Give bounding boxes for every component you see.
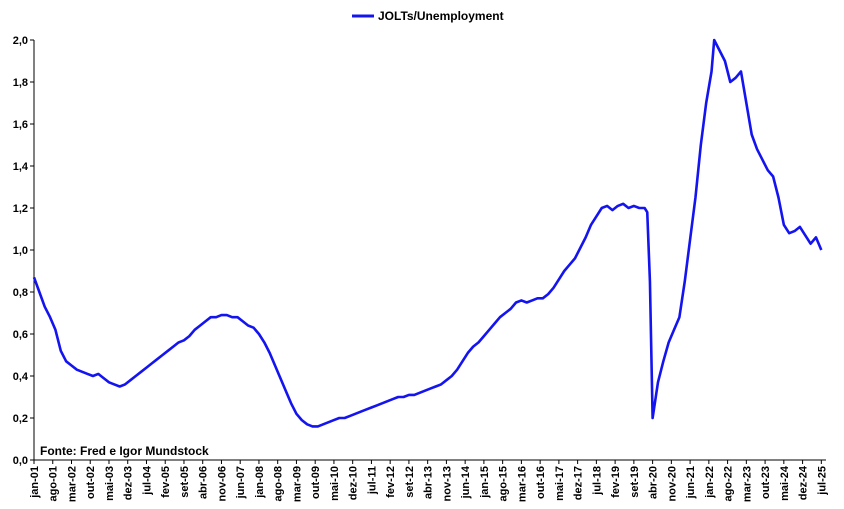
x-tick-label: mai-03: [104, 466, 116, 501]
x-tick-label: set-19: [629, 466, 641, 498]
y-tick-label: 1,2: [13, 203, 28, 215]
x-tick-label: fev-12: [385, 466, 397, 498]
x-tick-label: abr-13: [423, 466, 435, 499]
x-tick-label: mai-17: [554, 466, 566, 501]
y-tick-label: 1,0: [13, 245, 28, 257]
x-tick-label: jul-18: [591, 466, 603, 496]
x-tick-label: nov-13: [441, 466, 453, 501]
x-tick-label: abr-06: [198, 466, 210, 499]
x-tick-label: dez-03: [123, 466, 135, 500]
x-tick-label: ago-08: [273, 466, 285, 501]
y-tick-label: 1,8: [13, 77, 28, 89]
y-ticks: 0,0 0,2 0,4 0,6 0,8 1,0 1,2 1,4 1,6 1,8 2,0: [13, 35, 34, 467]
y-tick-label: 1,6: [13, 119, 28, 131]
x-tick-label: mar-02: [66, 466, 78, 502]
legend-label: JOLTs/Unemployment: [378, 9, 504, 23]
x-tick-label: mai-24: [779, 465, 791, 501]
x-tick-label: dez-17: [573, 466, 585, 500]
x-tick-label: out-02: [85, 466, 97, 499]
x-tick-label: nov-06: [216, 466, 228, 501]
x-ticks: jan-01 ago-01 mar-02 out-02 mai-03 dez-03 jul-…: [29, 460, 828, 502]
x-tick-label: fev-05: [160, 466, 172, 498]
x-tick-label: dez-10: [348, 466, 360, 500]
series-line: [32, 38, 823, 428]
x-tick-label: set-05: [179, 466, 191, 498]
legend: JOLTs/Unemployment: [352, 9, 504, 23]
x-tick-label: jun-07: [235, 466, 247, 499]
x-tick-label: fev-19: [610, 466, 622, 498]
x-tick-label: out-16: [535, 466, 547, 499]
x-tick-label: jan-15: [479, 466, 491, 499]
x-tick-label: mar-16: [516, 466, 528, 502]
y-tick-label: 1,4: [13, 161, 29, 173]
x-tick-label: jan-01: [29, 466, 41, 499]
y-tick-label: 2,0: [13, 35, 28, 47]
x-tick-label: out-23: [760, 466, 772, 499]
x-tick-label: mar-23: [741, 466, 753, 502]
x-tick-label: out-09: [310, 466, 322, 499]
x-tick-label: jul-11: [366, 466, 378, 495]
x-tick-label: mai-10: [329, 466, 341, 501]
x-tick-label: ago-15: [498, 466, 510, 501]
x-tick-label: dez-24: [798, 465, 810, 500]
x-tick-label: jul-04: [141, 465, 153, 496]
x-tick-label: jun-21: [685, 466, 697, 499]
x-tick-label: jul-25: [816, 466, 828, 496]
y-tick-label: 0,6: [13, 329, 28, 341]
x-tick-label: ago-22: [723, 466, 735, 501]
y-tick-label: 0,0: [13, 455, 28, 467]
x-tick-label: mar-09: [291, 466, 303, 502]
x-tick-label: nov-20: [666, 466, 678, 501]
x-tick-label: jun-14: [460, 465, 472, 499]
x-tick-label: set-12: [404, 466, 416, 498]
y-tick-label: 0,8: [13, 287, 28, 299]
source-note: Fonte: Fred e Igor Mundstock: [40, 444, 209, 458]
y-tick-label: 0,4: [13, 371, 29, 383]
x-tick-label: ago-01: [48, 466, 60, 501]
x-tick-label: jan-08: [254, 466, 266, 499]
x-tick-label: jan-22: [704, 466, 716, 499]
y-tick-label: 0,2: [13, 413, 28, 425]
x-tick-label: abr-20: [648, 466, 660, 499]
